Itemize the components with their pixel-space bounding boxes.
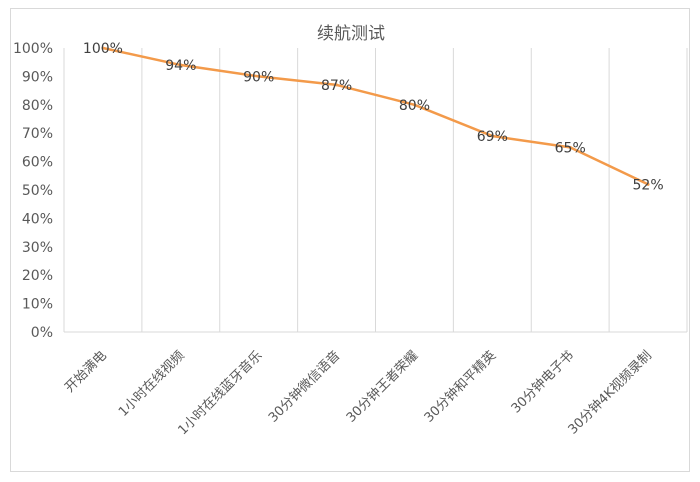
- y-tick-label: 10%: [22, 297, 53, 313]
- data-point: [179, 63, 183, 67]
- data-point: [490, 134, 494, 138]
- data-label: 80%: [399, 98, 430, 114]
- y-tick-label: 0%: [31, 325, 53, 341]
- y-tick-label: 90%: [22, 69, 53, 85]
- x-tick-label: 1小时在线蓝牙音乐: [175, 348, 266, 439]
- data-point: [646, 182, 650, 186]
- y-tick-label: 20%: [22, 268, 53, 284]
- data-label: 87%: [321, 78, 352, 94]
- y-tick-label: 100%: [13, 41, 53, 57]
- line-chart: 续航测试 0% 10% 20% 30% 40% 50% 60% 70% 80% 90% 100% 开…: [13, 24, 688, 439]
- y-axis-ticks: 0% 10% 20% 30% 40% 50% 60% 70% 80% 90% 100%: [13, 41, 53, 341]
- chart-frame: 续航测试 0% 10% 20% 30% 40% 50% 60% 70% 80% 90% 100% 开…: [10, 8, 690, 472]
- y-tick-label: 60%: [22, 155, 53, 171]
- chart-title: 续航测试: [317, 24, 385, 44]
- x-tick-label: 30分钟和平精英: [421, 348, 499, 426]
- data-label: 65%: [555, 140, 586, 156]
- y-tick-label: 40%: [22, 211, 53, 227]
- data-point: [101, 46, 105, 50]
- data-point: [412, 103, 416, 107]
- y-tick-label: 80%: [22, 98, 53, 114]
- y-tick-label: 70%: [22, 126, 53, 142]
- data-point: [335, 83, 339, 87]
- x-tick-label: 1小时在线视频: [116, 348, 188, 420]
- x-tick-label: 30分钟4K视频录制: [565, 348, 655, 438]
- x-tick-label: 开始满电: [62, 348, 109, 395]
- grid-lines: [63, 48, 688, 333]
- data-labels: 100% 94% 90% 87% 80% 69% 65% 52%: [83, 41, 664, 193]
- data-label: 90%: [243, 69, 274, 85]
- series-line-group: [101, 46, 650, 186]
- data-label: 52%: [633, 177, 664, 193]
- y-tick-label: 30%: [22, 240, 53, 256]
- x-tick-label: 30分钟微信语音: [265, 348, 343, 426]
- data-point: [257, 74, 261, 78]
- x-tick-label: 30分钟王者荣耀: [343, 348, 421, 426]
- y-tick-label: 50%: [22, 183, 53, 199]
- data-label: 100%: [83, 41, 123, 57]
- data-label: 69%: [477, 129, 508, 145]
- series-line: [101, 46, 650, 186]
- data-label: 94%: [165, 58, 196, 74]
- data-point: [568, 145, 572, 149]
- x-tick-label: 30分钟电子书: [508, 348, 577, 417]
